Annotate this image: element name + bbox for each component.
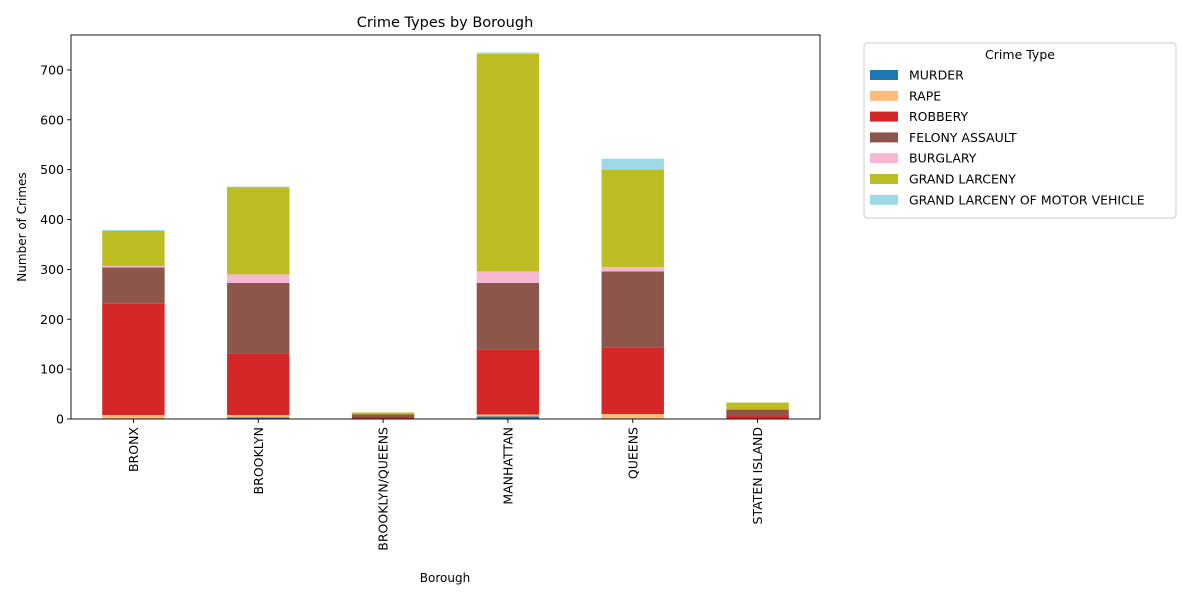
- bar-segment: [102, 229, 165, 231]
- y-axis-label: Number of Crimes: [15, 172, 29, 281]
- x-tick-label: MANHATTAN: [500, 427, 515, 505]
- y-tick-label: 300: [40, 262, 64, 277]
- legend: Crime Type MURDER RAPE ROBBERY FELONY ASSAU…: [863, 42, 1177, 219]
- bar-segment: [726, 409, 789, 417]
- y-tick-label: 100: [40, 362, 64, 377]
- legend-label: MURDER: [909, 68, 964, 83]
- x-tick-label: BROOKLYN: [251, 427, 266, 494]
- legend-swatch: [870, 194, 898, 205]
- x-tick-label: STATEN ISLAND: [750, 427, 765, 524]
- y-tick-label: 400: [40, 212, 64, 227]
- bar-segment: [476, 349, 540, 415]
- bar-segment: [726, 416, 789, 419]
- bar-segment: [102, 265, 165, 268]
- x-axis-label: Borough: [420, 571, 470, 585]
- bar-segment: [227, 415, 290, 418]
- bar-segment: [476, 414, 540, 417]
- legend-label: ROBBERY: [909, 109, 968, 124]
- bar-segment: [227, 274, 290, 283]
- y-tick-label: 200: [40, 312, 64, 327]
- y-tick-label: 500: [40, 162, 64, 177]
- bar-segment: [227, 187, 290, 275]
- x-axis: BRONX BROOKLYN BROOKLYN/QUEENS MANHATTAN QUE…: [126, 419, 765, 551]
- legend-swatch: [870, 153, 898, 164]
- legend-swatch: [870, 174, 898, 184]
- bar-segment: [227, 353, 290, 416]
- legend-swatch: [870, 70, 898, 80]
- y-axis: 0 100 200 300 400 500 600 700: [40, 62, 71, 427]
- plot-area: [102, 52, 789, 419]
- bar-segment: [351, 414, 415, 418]
- x-tick-label: BRONX: [126, 427, 141, 472]
- y-tick-label: 0: [56, 412, 64, 427]
- legend-items: MURDER RAPE ROBBERY FELONY ASSAULT BURGLARY G…: [870, 68, 1145, 207]
- bar-segment: [351, 412, 415, 415]
- bar-segment: [102, 267, 165, 304]
- bar-segment: [476, 52, 540, 54]
- legend-label: FELONY ASSAULT: [909, 130, 1017, 145]
- bar-segment: [227, 417, 290, 419]
- bar-segment: [476, 53, 540, 272]
- legend-label: RAPE: [909, 88, 941, 103]
- plot-frame: [70, 34, 821, 420]
- bar-segment: [476, 416, 540, 419]
- bar-segment: [227, 282, 290, 354]
- bar-segment: [601, 271, 664, 348]
- legend-frame: [863, 42, 1177, 219]
- bar-segment: [601, 347, 664, 415]
- legend-swatch: [870, 111, 898, 122]
- bar-segment: [601, 158, 664, 170]
- bar-segment: [601, 266, 664, 272]
- bar-segment: [601, 169, 664, 267]
- bar-segment: [726, 402, 789, 410]
- y-tick-label: 600: [40, 112, 64, 127]
- bar-segment: [102, 415, 165, 419]
- legend-label: BURGLARY: [909, 151, 977, 166]
- legend-swatch: [870, 132, 898, 143]
- bar-segment: [351, 417, 415, 419]
- legend-label: GRAND LARCENY: [909, 172, 1016, 187]
- bar-segment: [601, 414, 664, 419]
- y-tick-label: 700: [40, 62, 64, 77]
- bar-segment: [102, 303, 165, 416]
- legend-label: GRAND LARCENY OF MOTOR VEHICLE: [909, 192, 1145, 207]
- x-tick-label: BROOKLYN/QUEENS: [376, 427, 391, 551]
- bar-segment: [476, 271, 540, 283]
- legend-title: Crime Type: [985, 47, 1055, 62]
- chart-title: Crime Types by Borough: [357, 15, 534, 31]
- x-tick-label: QUEENS: [625, 427, 640, 479]
- legend-swatch: [870, 90, 898, 101]
- bar-segment: [102, 230, 165, 266]
- bar-segment: [476, 282, 540, 350]
